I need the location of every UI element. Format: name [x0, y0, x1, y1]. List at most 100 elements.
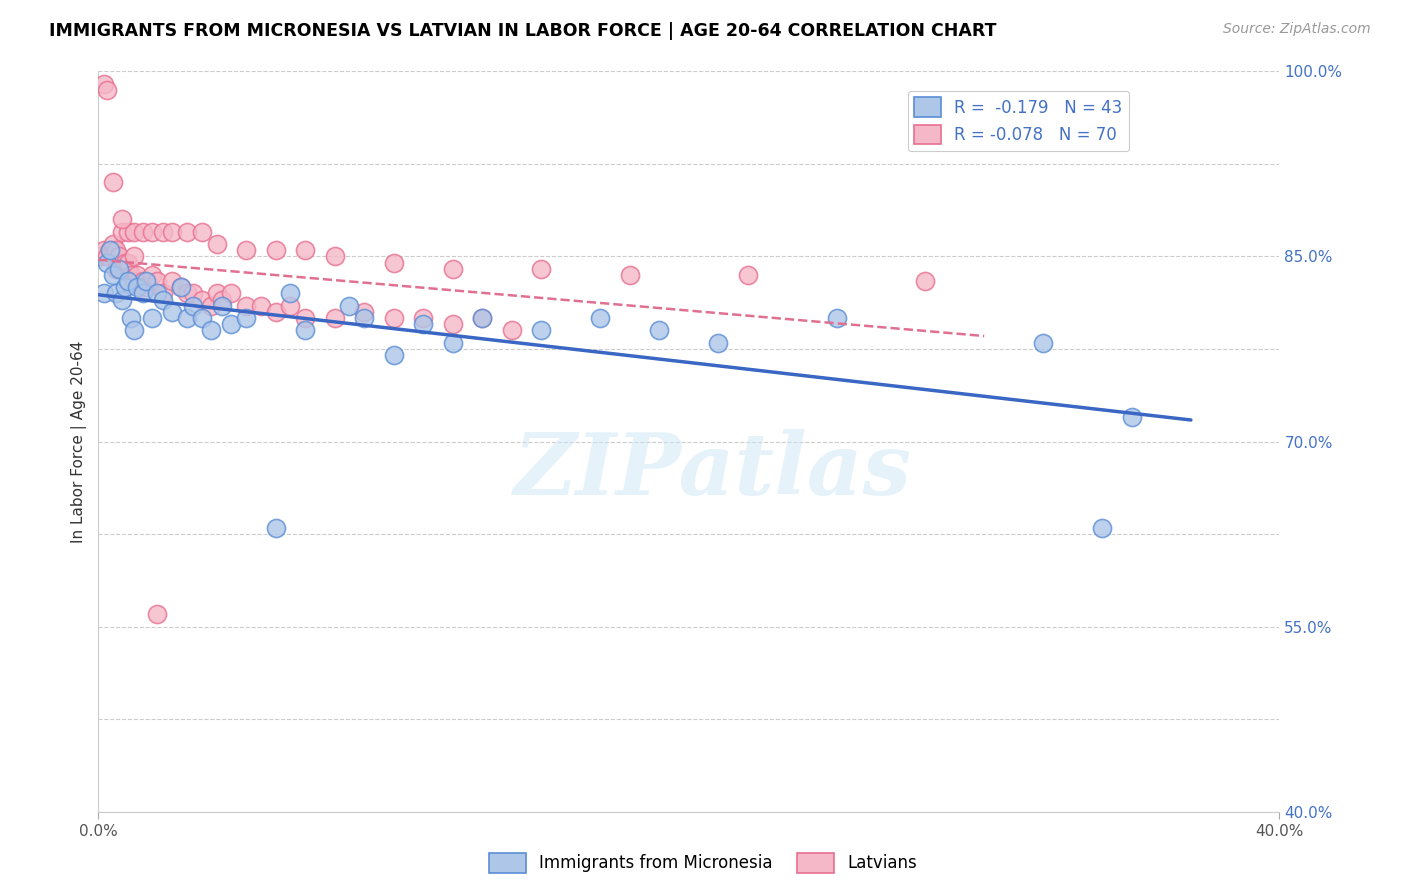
Point	[323, 311, 346, 326]
Point	[141, 311, 163, 326]
Point	[176, 286, 198, 301]
Point	[152, 286, 174, 301]
Point	[162, 274, 183, 288]
Point	[122, 324, 145, 338]
Point	[530, 324, 553, 338]
Point	[170, 280, 193, 294]
Point	[825, 311, 848, 326]
Point	[181, 286, 204, 301]
Point	[111, 212, 134, 227]
Point	[648, 324, 671, 338]
Point	[93, 244, 115, 258]
Point	[125, 280, 148, 294]
Point	[211, 299, 233, 313]
Point	[122, 274, 145, 288]
Point	[96, 255, 118, 269]
Point	[1121, 409, 1143, 424]
Point	[96, 250, 118, 264]
Point	[125, 268, 148, 282]
Point	[382, 255, 405, 269]
Point	[501, 324, 523, 338]
Point	[219, 286, 242, 301]
Point	[132, 286, 155, 301]
Point	[114, 280, 136, 294]
Point	[1091, 521, 1114, 535]
Point	[105, 261, 128, 276]
Point	[382, 348, 405, 362]
Legend: Immigrants from Micronesia, Latvians: Immigrants from Micronesia, Latvians	[482, 847, 924, 880]
Point	[707, 335, 730, 350]
Point	[211, 293, 233, 307]
Point	[294, 324, 316, 338]
Text: ZIPatlas: ZIPatlas	[513, 429, 911, 513]
Point	[337, 299, 360, 313]
Point	[122, 250, 145, 264]
Point	[294, 311, 316, 326]
Point	[141, 268, 163, 282]
Point	[135, 274, 157, 288]
Point	[264, 521, 287, 535]
Point	[128, 280, 150, 294]
Point	[152, 293, 174, 307]
Point	[278, 299, 302, 313]
Point	[111, 225, 134, 239]
Point	[132, 225, 155, 239]
Point	[264, 244, 287, 258]
Point	[114, 255, 136, 269]
Point	[471, 311, 494, 326]
Point	[530, 261, 553, 276]
Point	[191, 225, 214, 239]
Point	[264, 305, 287, 319]
Point	[103, 244, 125, 258]
Point	[103, 268, 125, 282]
Point	[737, 268, 759, 282]
Point	[619, 268, 641, 282]
Point	[141, 225, 163, 239]
Point	[353, 311, 375, 326]
Point	[181, 299, 204, 313]
Point	[1032, 335, 1054, 350]
Point	[120, 311, 142, 326]
Point	[219, 318, 242, 332]
Point	[250, 299, 273, 313]
Point	[205, 237, 228, 252]
Point	[353, 305, 375, 319]
Point	[162, 305, 183, 319]
Point	[98, 244, 121, 258]
Point	[323, 250, 346, 264]
Point	[90, 250, 112, 264]
Point	[120, 268, 142, 282]
Point	[108, 261, 131, 276]
Point	[98, 244, 121, 258]
Point	[105, 244, 128, 258]
Point	[589, 311, 612, 326]
Point	[914, 274, 936, 288]
Point	[146, 607, 169, 622]
Point	[105, 286, 128, 301]
Point	[441, 335, 464, 350]
Point	[146, 274, 169, 288]
Point	[412, 311, 434, 326]
Point	[117, 225, 139, 239]
Point	[176, 311, 198, 326]
Y-axis label: In Labor Force | Age 20-64: In Labor Force | Age 20-64	[72, 341, 87, 542]
Point	[200, 324, 222, 338]
Point	[162, 225, 183, 239]
Point	[412, 318, 434, 332]
Point	[441, 318, 464, 332]
Point	[108, 250, 131, 264]
Point	[176, 225, 198, 239]
Point	[93, 286, 115, 301]
Point	[117, 255, 139, 269]
Point	[103, 237, 125, 252]
Point	[471, 311, 494, 326]
Point	[382, 311, 405, 326]
Point	[278, 286, 302, 301]
Point	[191, 311, 214, 326]
Point	[108, 255, 131, 269]
Point	[191, 293, 214, 307]
Text: Source: ZipAtlas.com: Source: ZipAtlas.com	[1223, 22, 1371, 37]
Point	[205, 286, 228, 301]
Point	[103, 175, 125, 189]
Point	[441, 261, 464, 276]
